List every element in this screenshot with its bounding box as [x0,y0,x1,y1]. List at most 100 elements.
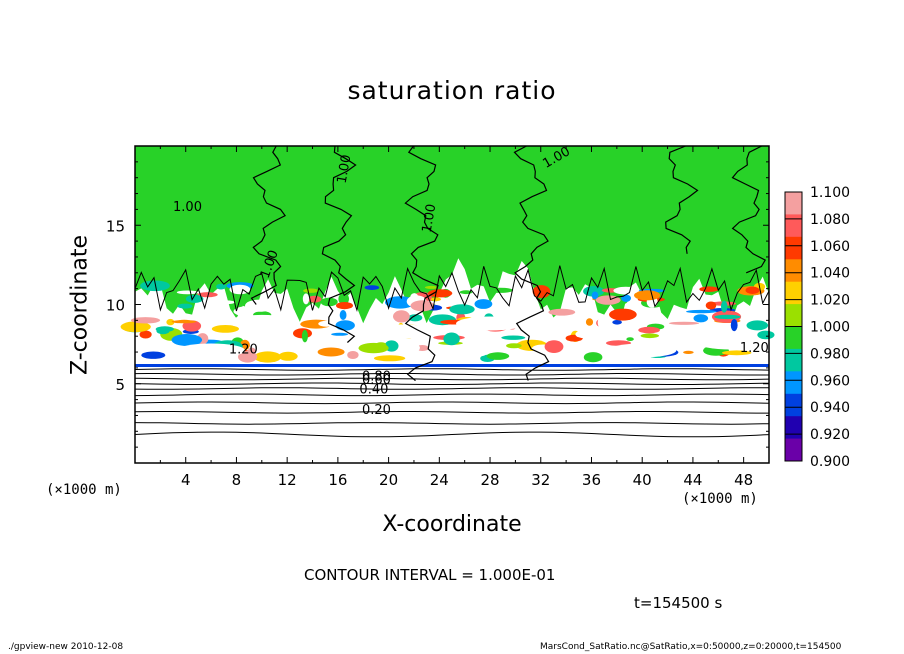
colorbar-swatch [785,326,802,350]
mixing-blob [211,325,239,333]
x-axis-label: X-coordinate [382,512,522,537]
contour-label: 1.00 [173,200,202,215]
white-pool [456,316,525,331]
mixing-blob [307,295,322,303]
mixing-blob [139,330,152,339]
contour-line [134,401,770,405]
mixing-blob [721,350,752,356]
mixing-blob [399,342,420,354]
mixing-blob [301,329,308,343]
y-tick-label: 10 [106,297,125,315]
y-axis-label: Z-coordinate [67,235,93,375]
mixing-blob [177,303,193,309]
mixing-blob [621,294,631,302]
colorbar-label: 1.040 [810,266,850,282]
mixing-blob [714,314,741,320]
x-unit-label-left: (×1000 m) [46,482,122,498]
contour-line [513,145,550,381]
x-tick-label: 48 [734,471,753,489]
colorbar-swatch [785,304,802,327]
x-tick-label: 24 [430,471,449,489]
mixing-blob [583,352,603,363]
mixing-blob [746,320,769,331]
contour-label: 0.20 [362,403,391,418]
mixing-blob [683,350,694,354]
mixing-blob [501,335,526,340]
colorbar-label: 0.980 [810,346,850,362]
contour-label: 1.20 [740,341,769,356]
colorbar: 1.100 1.080 1.060 1.040 1.020 1.000 0.980 0.960… [784,185,850,470]
mixing-blob [302,293,310,305]
contour-line [134,393,770,397]
colorbar-swatch [785,281,802,305]
mixing-blob [597,316,608,329]
mixing-blob [410,300,435,312]
colorbar-label: 1.080 [810,212,850,228]
x-tick-label: 28 [480,471,499,489]
x-tick-label: 16 [328,471,347,489]
mixing-blob [430,297,442,302]
contour-line [134,377,770,381]
mixing-blob [347,351,359,359]
y-tick-label: 5 [115,376,125,394]
mixing-blob [634,290,661,301]
contour-line [134,265,770,312]
mixing-blob [176,290,199,295]
colorbar-label: 1.020 [810,293,850,309]
mixing-blob [575,330,595,339]
x-tick-label: 36 [582,471,601,489]
colorbar-swatch [785,393,802,417]
x-tick-label: 8 [232,471,242,489]
mixing-blob [197,292,218,298]
mixing-blob [668,321,700,325]
mixing-blob [721,300,728,313]
mixing-blob [141,351,166,359]
mixing-blob [730,319,738,332]
mixing-blob [331,332,349,336]
x-tick-label: 12 [278,471,297,489]
contour-line [134,373,769,376]
mixing-blob [686,309,717,314]
mixing-blob [640,333,659,339]
mixing-blob [424,285,438,289]
mixing-blob [626,337,634,341]
colorbar-swatch [785,371,802,395]
mixing-blob [166,318,175,326]
contour-label: 0.80 [362,370,391,385]
mixing-blob [745,286,760,294]
mixing-blob [339,310,347,320]
mixing-blob [699,286,719,293]
mixing-blob [506,343,522,349]
x-unit-label-right: (×1000 m) [682,491,758,507]
x-tick-label: 32 [531,471,550,489]
x-axis-ticks: 4 8 12 16 20 24 28 32 36 40 44 48 [159,146,753,489]
mixing-blob [155,326,174,332]
mixing-blob [139,338,159,352]
mixing-blob [358,342,389,354]
mixing-blob [591,291,599,300]
mixing-blob [373,355,406,362]
mixing-blob [278,351,298,361]
mixing-blob [705,301,717,310]
mixing-blob [455,351,486,358]
mixing-blob [393,310,410,323]
x-tick-label: 44 [683,471,702,489]
mixing-blob [761,302,771,308]
mixing-blob [216,283,227,290]
mixing-blob [238,351,258,363]
mixing-blob [185,294,204,303]
mixing-blob [244,299,274,312]
mixing-blob [449,304,475,315]
saturation-field [120,146,775,463]
mixing-blob [613,286,639,295]
footer-source: MarsCond_SatRatio.nc@SatRatio,x=0:50000,… [540,642,842,652]
mixing-blob [693,314,709,323]
mixing-blob [335,320,355,331]
contour-line [665,145,699,254]
mixing-blob [474,299,493,309]
contour-line [134,422,770,425]
mixing-blob [338,292,350,305]
mixing-blob [427,289,453,298]
colorbar-label: 1.000 [810,320,850,336]
mixing-blob [410,293,419,303]
